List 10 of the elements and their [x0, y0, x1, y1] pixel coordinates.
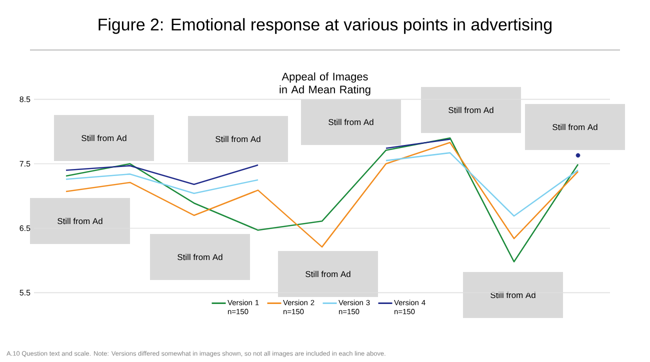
- annotation: Still from Ad: [552, 124, 598, 130]
- annotation: Still from Ad: [82, 134, 126, 142]
- annotation: Still from Ad: [448, 106, 494, 114]
- annotation: Still from Ad: [306, 270, 350, 278]
- chart-title: Figure 2: Emotional response at various points in advertising: [98, 18, 552, 34]
- annotation: Still from Ad: [216, 136, 260, 142]
- annotation: Still from Ad: [328, 118, 374, 126]
- annotation: Still from Ad: [178, 254, 222, 260]
- chart-subtitle: Appeal of Images in Ad Mean Rating: [280, 72, 370, 96]
- annotation: Still from Ad: [58, 218, 102, 224]
